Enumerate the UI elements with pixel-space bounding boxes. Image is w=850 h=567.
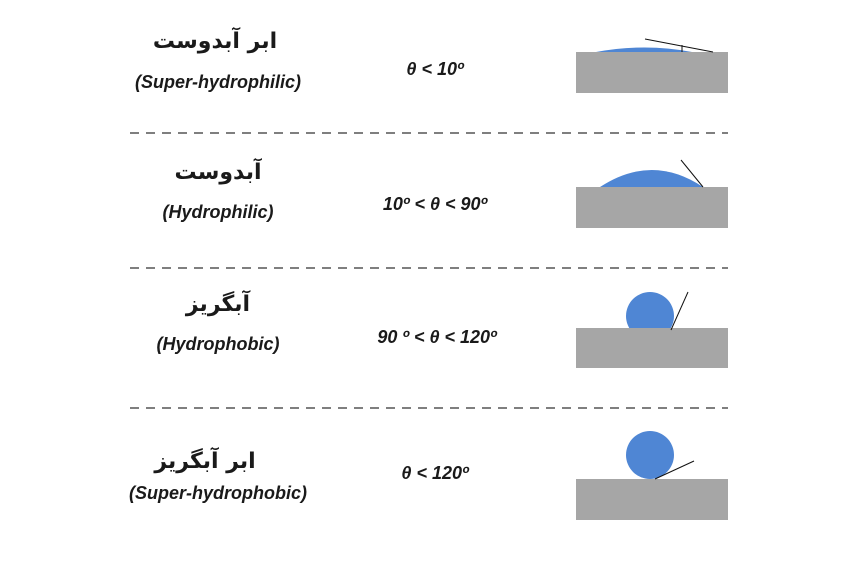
tangent-line <box>654 460 695 480</box>
persian-label: آبگریز <box>185 289 251 317</box>
english-label: (Super-hydrophobic) <box>129 483 307 503</box>
substrate <box>576 187 728 228</box>
droplet <box>600 170 703 187</box>
angle-label: 10º < θ < 90º <box>383 194 489 214</box>
tangent-line <box>670 291 689 331</box>
english-label: (Hydrophobic) <box>157 334 280 354</box>
tangent-line <box>644 38 714 53</box>
angle-label: θ < 120º <box>401 463 470 483</box>
substrate <box>576 479 728 520</box>
persian-label: آبدوست <box>174 157 262 185</box>
droplet <box>596 47 692 52</box>
persian-label: ابر آبدوست <box>153 26 277 54</box>
english-label: (Hydrophilic) <box>163 202 274 222</box>
persian-label: ابر آبگریز <box>153 446 255 474</box>
droplet <box>626 431 674 479</box>
substrate <box>576 52 728 93</box>
english-label: (Super-hydrophilic) <box>135 72 301 92</box>
angle-label: 90 º < θ < 120º <box>377 327 498 347</box>
angle-label: θ < 10º <box>406 59 465 79</box>
substrate <box>576 328 728 368</box>
tangent-line <box>680 159 704 188</box>
